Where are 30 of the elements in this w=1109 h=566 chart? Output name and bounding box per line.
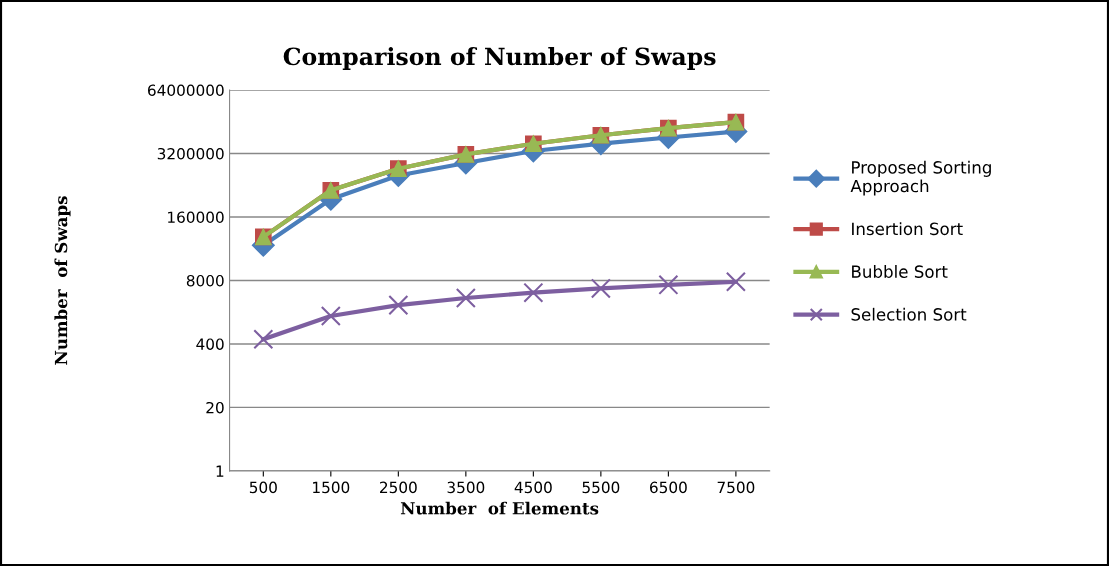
legend-label: Insertion Sort xyxy=(852,222,963,236)
y-tick-label: 64000000 xyxy=(148,84,224,97)
x-axis-title: Number of Elements xyxy=(400,501,599,515)
x-tick-label: 2500 xyxy=(380,481,417,494)
y-tick-label: 400 xyxy=(196,338,224,350)
y-tick-label: 8000 xyxy=(186,274,224,287)
y-axis-title: Number of Swaps xyxy=(54,196,71,365)
point xyxy=(253,329,274,350)
y-tick-label: 1 xyxy=(216,465,224,477)
x-tick-label: 5500 xyxy=(582,481,620,494)
x-tick-label: 7500 xyxy=(717,481,755,494)
x-tick-label: 1500 xyxy=(313,481,350,494)
y-tick-label: 20 xyxy=(206,401,224,414)
point xyxy=(320,305,341,327)
point xyxy=(590,278,611,299)
point xyxy=(658,274,679,295)
chart-title: Comparison of Number of Swaps xyxy=(283,47,716,70)
point xyxy=(523,282,544,303)
point xyxy=(455,287,476,309)
point xyxy=(388,295,409,316)
x-tick-label: 500 xyxy=(249,481,277,494)
x-tick-label: 4500 xyxy=(514,481,552,494)
point xyxy=(725,271,746,292)
x-tick-label: 6500 xyxy=(650,481,687,494)
legend-label: Bubble Sort xyxy=(852,265,948,278)
y-tick-label: 3200000 xyxy=(157,147,224,160)
legend-label: Selection Sort xyxy=(851,307,967,321)
y-tick-label: 160000 xyxy=(168,211,224,223)
legend-label: Proposed Sorting Approach xyxy=(850,160,991,196)
x-tick-label: 3500 xyxy=(447,481,485,494)
